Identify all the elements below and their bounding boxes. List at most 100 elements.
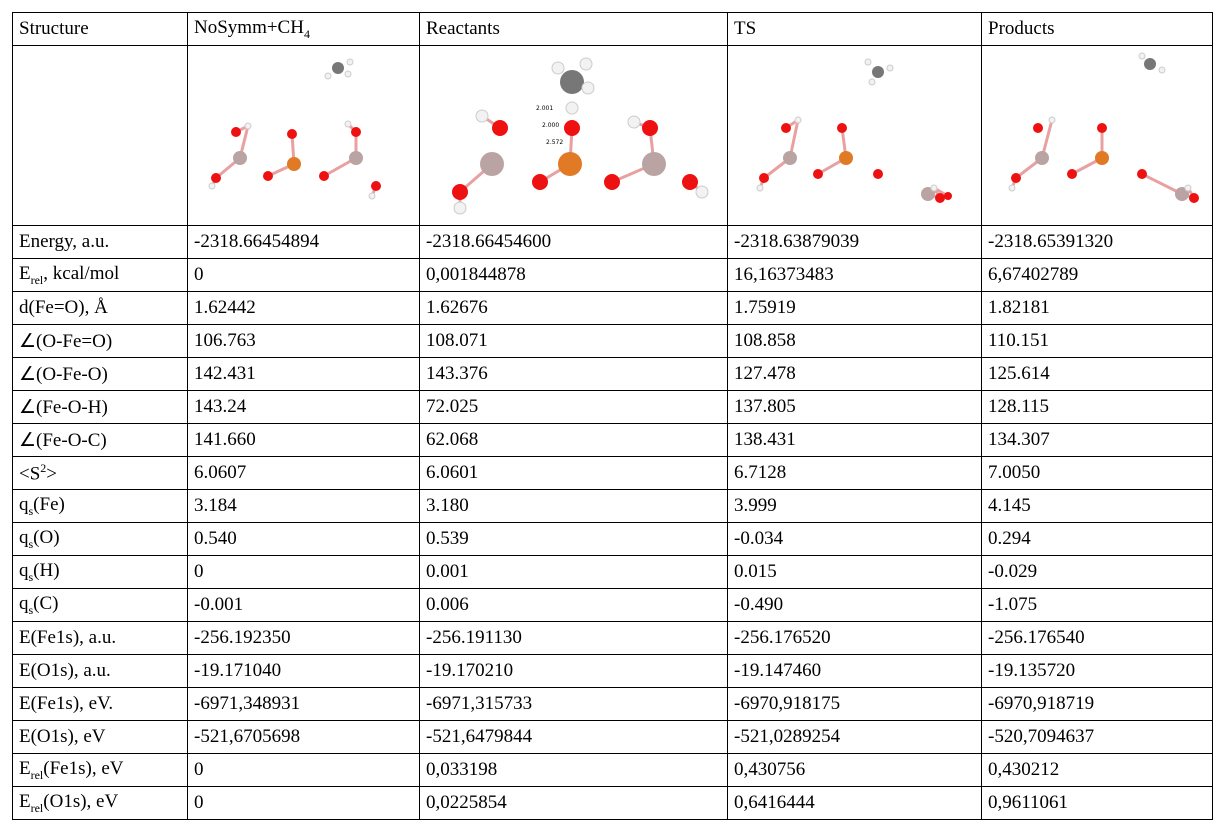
text-part: (C) [33, 593, 58, 614]
text-part: q [19, 494, 29, 515]
value-cell: 106.763 [188, 325, 420, 358]
text-part: NoSymm+CH [194, 17, 304, 38]
text-part: E(O1s), eV [19, 726, 106, 747]
row-label: qs(C) [13, 589, 188, 622]
value-cell: 7.0050 [982, 457, 1213, 490]
value-cell: 0.006 [420, 589, 728, 622]
value-cell: 0.539 [420, 523, 728, 556]
value-cell: 16,16373483 [728, 259, 982, 292]
value-cell: 137.805 [728, 391, 982, 424]
value-cell: 0,430212 [982, 754, 1213, 787]
text-part: Structure [19, 18, 89, 39]
value-cell: 134.307 [982, 424, 1213, 457]
data-row: E(Fe1s), eV.-6971,348931-6971,315733-697… [13, 688, 1213, 721]
text-part: q [19, 593, 29, 614]
molecule-image: 2.0012.0002.572 [420, 46, 727, 225]
text-part: E(Fe1s), eV. [19, 693, 113, 714]
row-label: E(O1s), eV [13, 721, 188, 754]
data-row: E(O1s), a.u.-19.171040-19.170210-19.1474… [13, 655, 1213, 688]
value-cell: 4.145 [982, 490, 1213, 523]
value-cell: -19.171040 [188, 655, 420, 688]
value-cell: 0,0225854 [420, 787, 728, 820]
header-cell: TS [728, 13, 982, 46]
row-label: ∠(Fe-O-H) [13, 391, 188, 424]
text-part: q [19, 527, 29, 548]
value-cell: -256.176540 [982, 622, 1213, 655]
value-cell: -2318.63879039 [728, 226, 982, 259]
data-row: E(Fe1s), a.u.-256.192350-256.191130-256.… [13, 622, 1213, 655]
value-cell: 3.180 [420, 490, 728, 523]
text-part: ∠(Fe-O-C) [19, 430, 107, 451]
value-cell: -6970,918719 [982, 688, 1213, 721]
text-part: ∠(Fe-O-H) [19, 397, 108, 418]
text-part: ∠(O-Fe-O) [19, 364, 108, 385]
value-cell: 0 [188, 259, 420, 292]
text-part: rel [31, 272, 44, 286]
value-cell: 0,001844878 [420, 259, 728, 292]
value-cell: 110.151 [982, 325, 1213, 358]
value-cell: 6.0601 [420, 457, 728, 490]
image-cell [188, 46, 420, 226]
value-cell: -6971,348931 [188, 688, 420, 721]
row-label: E(Fe1s), eV. [13, 688, 188, 721]
data-row: E(O1s), eV-521,6705698-521,6479844-521,0… [13, 721, 1213, 754]
value-cell: 0,430756 [728, 754, 982, 787]
value-cell: 141.660 [188, 424, 420, 457]
row-label: qs(O) [13, 523, 188, 556]
bond-label: 2.000 [542, 122, 559, 129]
value-cell: 72.025 [420, 391, 728, 424]
text-part: > [46, 463, 57, 484]
value-cell: 127.478 [728, 358, 982, 391]
value-cell: 0,9611061 [982, 787, 1213, 820]
text-part: q [19, 560, 29, 581]
value-cell: 0 [188, 787, 420, 820]
value-cell: 3.184 [188, 490, 420, 523]
text-part: E [19, 263, 31, 284]
row-label: qs(H) [13, 556, 188, 589]
molecule-image [728, 46, 981, 225]
value-cell: -520,7094637 [982, 721, 1213, 754]
value-cell: 128.115 [982, 391, 1213, 424]
value-cell: -0.001 [188, 589, 420, 622]
molecule-image [188, 46, 419, 225]
value-cell: 6,67402789 [982, 259, 1213, 292]
value-cell: -0.490 [728, 589, 982, 622]
value-cell: 108.858 [728, 325, 982, 358]
row-label: E(Fe1s), a.u. [13, 622, 188, 655]
text-part: E(O1s), a.u. [19, 660, 111, 681]
text-part: Reactants [426, 18, 500, 39]
value-cell: 0.001 [420, 556, 728, 589]
text-part: E(Fe1s), a.u. [19, 627, 116, 648]
row-label: <S2> [13, 457, 188, 490]
row-label: Erel(Fe1s), eV [13, 754, 188, 787]
text-part: Products [988, 18, 1055, 39]
image-cell [13, 46, 188, 226]
value-cell: 143.376 [420, 358, 728, 391]
value-cell: 1.82181 [982, 292, 1213, 325]
value-cell: 108.071 [420, 325, 728, 358]
image-cell [982, 46, 1213, 226]
text-part: E [19, 791, 31, 812]
value-cell: 1.62676 [420, 292, 728, 325]
value-cell: 0.015 [728, 556, 982, 589]
value-cell: -256.191130 [420, 622, 728, 655]
row-label: Energy, a.u. [13, 226, 188, 259]
row-label: Erel, kcal/mol [13, 259, 188, 292]
text-part: (Fe) [33, 494, 65, 515]
data-row: Energy, a.u.-2318.66454894-2318.66454600… [13, 226, 1213, 259]
value-cell: -0.029 [982, 556, 1213, 589]
value-cell: -521,6705698 [188, 721, 420, 754]
value-cell: 0,6416444 [728, 787, 982, 820]
text-part: TS [734, 18, 756, 39]
bond-label: 2.001 [536, 105, 553, 112]
molecule-image [982, 46, 1212, 225]
data-row: qs(H)00.0010.015-0.029 [13, 556, 1213, 589]
